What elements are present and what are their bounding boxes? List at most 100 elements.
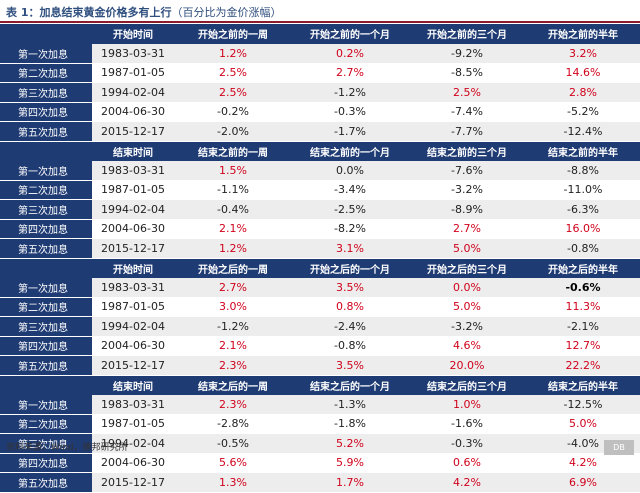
value-cell: 5.0% [408, 238, 526, 259]
value-cell: -2.1% [526, 316, 640, 337]
row-label: 第五次加息 [0, 238, 92, 259]
value-cell: -2.5% [292, 199, 408, 220]
table-row: 第五次加息 2015-12-17 1.3% 1.7% 4.2% 6.9% [0, 472, 640, 493]
value-cell: -3.2% [408, 180, 526, 200]
value-cell: 20.0% [408, 355, 526, 376]
row-label: 第五次加息 [0, 472, 92, 493]
value-cell: 2.5% [174, 82, 292, 103]
source-note: 资料来源：Wind，德邦研究所 [6, 443, 128, 453]
value-cell: 1.2% [174, 43, 292, 64]
column-header: 结束之前的三个月 [408, 141, 526, 161]
value-cell: 5.0% [526, 414, 640, 434]
section-header-blank [0, 258, 92, 278]
value-cell: -1.6% [408, 414, 526, 434]
column-header: 开始之前的一个月 [292, 24, 408, 44]
value-cell: 2.1% [174, 219, 292, 239]
value-cell: 5.0% [408, 297, 526, 317]
table-row: 第一次加息 1983-03-31 1.2% 0.2% -9.2% 3.2% [0, 43, 640, 64]
section-header-row: 结束时间 结束之后的一周 结束之后的一个月 结束之后的三个月 结束之后的半年 [0, 375, 640, 395]
value-cell: 2.7% [408, 219, 526, 239]
value-cell: -1.1% [174, 180, 292, 200]
value-cell: 4.2% [526, 453, 640, 473]
value-cell: -0.8% [526, 238, 640, 259]
publisher-logo: DB [604, 440, 634, 455]
table-row: 第四次加息 2004-06-30 2.1% -0.8% 4.6% 12.7% [0, 336, 640, 356]
value-cell: 11.3% [526, 297, 640, 317]
column-header: 开始时间 [92, 258, 174, 278]
value-cell: -5.2% [526, 102, 640, 122]
column-header: 结束之前的一周 [174, 141, 292, 161]
value-cell: 5.2% [292, 433, 408, 454]
date-cell: 1983-03-31 [92, 394, 174, 415]
row-label: 第四次加息 [0, 102, 92, 122]
date-cell: 1983-03-31 [92, 43, 174, 64]
date-cell: 1994-02-04 [92, 82, 174, 103]
value-cell: 14.6% [526, 63, 640, 83]
title-divider [0, 21, 640, 23]
value-cell: -1.2% [174, 316, 292, 337]
section-header-blank [0, 24, 92, 44]
gold-price-table: 开始时间 开始之前的一周 开始之前的一个月 开始之前的三个月 开始之前的半年 第一次加息 1… [0, 24, 640, 493]
value-cell: -12.4% [526, 121, 640, 142]
column-header: 开始时间 [92, 24, 174, 44]
table-title-main: 表 1：加息结束黄金价格多有上行 [6, 6, 172, 19]
date-cell: 1987-01-05 [92, 180, 174, 200]
row-label: 第三次加息 [0, 199, 92, 220]
value-cell: -9.2% [408, 43, 526, 64]
value-cell: 2.3% [174, 394, 292, 415]
value-cell: -0.8% [292, 336, 408, 356]
row-label: 第一次加息 [0, 277, 92, 298]
value-cell: 0.0% [292, 160, 408, 181]
value-cell: 3.5% [292, 277, 408, 298]
column-header: 开始之后的一周 [174, 258, 292, 278]
value-cell: -7.4% [408, 102, 526, 122]
column-header: 开始之后的半年 [526, 258, 640, 278]
value-cell: -0.3% [408, 433, 526, 454]
row-label: 第一次加息 [0, 394, 92, 415]
column-header: 开始之前的三个月 [408, 24, 526, 44]
value-cell: 1.3% [174, 472, 292, 493]
table-row: 第二次加息 1987-01-05 -2.8% -1.8% -1.6% 5.0% [0, 414, 640, 434]
date-cell: 2004-06-30 [92, 219, 174, 239]
row-label: 第二次加息 [0, 414, 92, 434]
table-row: 第二次加息 1987-01-05 -1.1% -3.4% -3.2% -11.0% [0, 180, 640, 200]
value-cell: -3.4% [292, 180, 408, 200]
value-cell: 0.6% [408, 453, 526, 473]
value-cell: 3.0% [174, 297, 292, 317]
table-row: 第五次加息 2015-12-17 -2.0% -1.7% -7.7% -12.4% [0, 121, 640, 142]
value-cell: 22.2% [526, 355, 640, 376]
value-cell: 4.2% [408, 472, 526, 493]
section-header-row: 开始时间 开始之后的一周 开始之后的一个月 开始之后的三个月 开始之后的半年 [0, 258, 640, 278]
table-row: 第五次加息 2015-12-17 2.3% 3.5% 20.0% 22.2% [0, 355, 640, 376]
value-cell: 2.3% [174, 355, 292, 376]
column-header: 开始之前的半年 [526, 24, 640, 44]
value-cell: 0.0% [408, 277, 526, 298]
value-cell: -2.0% [174, 121, 292, 142]
value-cell: 2.7% [174, 277, 292, 298]
column-header: 开始之后的三个月 [408, 258, 526, 278]
value-cell: -0.4% [174, 199, 292, 220]
column-header: 开始之前的一周 [174, 24, 292, 44]
value-cell: -8.9% [408, 199, 526, 220]
table-row: 第四次加息 2004-06-30 2.1% -8.2% 2.7% 16.0% [0, 219, 640, 239]
value-cell: 2.8% [526, 82, 640, 103]
value-cell: 6.9% [526, 472, 640, 493]
value-cell: 2.1% [174, 336, 292, 356]
column-header: 结束之前的一个月 [292, 141, 408, 161]
value-cell: 2.7% [292, 63, 408, 83]
value-cell: 1.5% [174, 160, 292, 181]
value-cell: 3.1% [292, 238, 408, 259]
value-cell: 12.7% [526, 336, 640, 356]
value-cell: 4.6% [408, 336, 526, 356]
table-title-sub: （百分比为金价涨幅） [171, 6, 282, 19]
table-row: 第二次加息 1987-01-05 2.5% 2.7% -8.5% 14.6% [0, 63, 640, 83]
value-cell: 1.2% [174, 238, 292, 259]
row-label: 第三次加息 [0, 82, 92, 103]
value-cell: 5.9% [292, 453, 408, 473]
table-row: 第三次加息 1994-02-04 2.5% -1.2% 2.5% 2.8% [0, 82, 640, 103]
date-cell: 2004-06-30 [92, 336, 174, 356]
row-label: 第一次加息 [0, 160, 92, 181]
row-label: 第一次加息 [0, 43, 92, 64]
table-row: 第二次加息 1987-01-05 3.0% 0.8% 5.0% 11.3% [0, 297, 640, 317]
table-row: 第一次加息 1983-03-31 2.7% 3.5% 0.0% -0.6% [0, 277, 640, 298]
